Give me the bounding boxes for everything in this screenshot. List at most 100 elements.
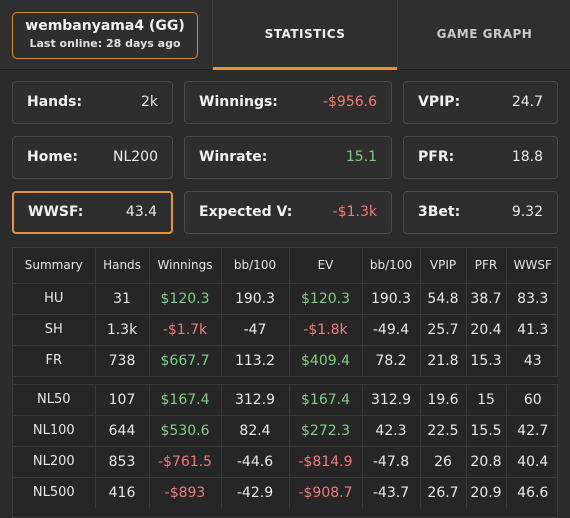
table-cell: 15.5 xyxy=(466,414,507,446)
table-cell: 738 xyxy=(95,344,150,376)
player-name: wembanyama4 (GG) xyxy=(25,18,185,34)
table-cell: -42.9 xyxy=(221,476,290,508)
column-header[interactable]: Summary xyxy=(13,248,96,283)
stat-winrate-value: 15.1 xyxy=(345,149,377,165)
table-cell: $120.3 xyxy=(289,282,363,314)
table-cell: 20.4 xyxy=(466,313,507,345)
row-label: NL200 xyxy=(13,445,96,477)
table-cell: 15.3 xyxy=(466,344,507,376)
table-cell: 190.3 xyxy=(362,282,421,314)
table-cell: -43.7 xyxy=(362,476,421,508)
stat-winrate: Winrate: 15.1 xyxy=(184,136,392,179)
table-cell: 113.2 xyxy=(221,344,290,376)
tab-statistics[interactable]: STATISTICS xyxy=(212,0,398,70)
table-cell: 42.7 xyxy=(506,414,559,446)
table-cell: $409.4 xyxy=(289,344,363,376)
column-header[interactable]: bb/100 xyxy=(362,248,421,283)
stat-pfr: PFR: 18.8 xyxy=(403,136,558,179)
stat-3bet-value: 9.32 xyxy=(511,204,543,220)
column-header[interactable]: Winnings xyxy=(149,248,222,283)
table-cell: 25.7 xyxy=(420,313,467,345)
table-cell: 42.3 xyxy=(362,414,421,446)
row-label: HU xyxy=(13,282,96,314)
stat-vpip-label: VPIP: xyxy=(418,94,461,110)
column-header[interactable]: VPIP xyxy=(420,248,467,283)
stat-expected-value-text: -$1.3k xyxy=(332,204,377,220)
row-label: FR xyxy=(13,344,96,376)
table-cell: 54.8 xyxy=(420,282,467,314)
table-body: HU 31 $120.3 190.3 $120.3 190.3 54.8 38.7 83.3 SH… xyxy=(13,282,559,508)
table-cell: 312.9 xyxy=(221,383,290,415)
table-cell: $530.6 xyxy=(149,414,222,446)
table-row: NL500 416 -$893 -42.9 -$908.7 -43.7 26.7 20.9 46… xyxy=(13,476,559,508)
player-card[interactable]: wembanyama4 (GG) Last online: 28 days ag… xyxy=(12,12,198,59)
table-cell: -$908.7 xyxy=(289,476,363,508)
stat-expected-value: Expected V: -$1.3k xyxy=(184,191,392,234)
table-cell: -47 xyxy=(221,313,290,345)
column-header[interactable]: bb/100 xyxy=(221,248,290,283)
table-cell: 26 xyxy=(420,445,467,477)
stat-winnings-label: Winnings: xyxy=(199,94,278,110)
table-cell: 41.3 xyxy=(506,313,559,345)
group-separator xyxy=(13,375,559,384)
table-cell: 40.4 xyxy=(506,445,559,477)
stat-expected-label: Expected V: xyxy=(199,204,293,220)
table-cell: -$1.8k xyxy=(289,313,363,345)
table-cell: $120.3 xyxy=(149,282,222,314)
table-cell: 31 xyxy=(95,282,150,314)
row-label: NL100 xyxy=(13,414,96,446)
table-cell: -44.6 xyxy=(221,445,290,477)
table-cell: 78.2 xyxy=(362,344,421,376)
stat-vpip: VPIP: 24.7 xyxy=(403,81,558,124)
column-header[interactable]: PFR xyxy=(466,248,507,283)
stat-winnings: Winnings: -$956.6 xyxy=(184,81,392,124)
stat-vpip-value: 24.7 xyxy=(511,94,543,110)
last-online: Last online: 28 days ago xyxy=(29,37,181,50)
column-header[interactable]: EV xyxy=(289,248,363,283)
table-cell: 21.8 xyxy=(420,344,467,376)
table-cell: 20.8 xyxy=(466,445,507,477)
stat-winrate-label: Winrate: xyxy=(199,149,268,165)
table-cell: 19.6 xyxy=(420,383,467,415)
table-cell: $167.4 xyxy=(149,383,222,415)
table-cell: 43 xyxy=(506,344,559,376)
table-cell: -$1.7k xyxy=(149,313,222,345)
table-row: NL200 853 -$761.5 -44.6 -$814.9 -47.8 26 20.8 40… xyxy=(13,445,559,477)
table-cell: 26.7 xyxy=(420,476,467,508)
table-cell: 82.4 xyxy=(221,414,290,446)
stat-wwsf[interactable]: WWSF: 43.4 xyxy=(12,191,173,234)
table-cell: 46.6 xyxy=(506,476,559,508)
table-cell: 60 xyxy=(506,383,559,415)
table-cell: 312.9 xyxy=(362,383,421,415)
table-cell: 107 xyxy=(95,383,150,415)
stat-pfr-label: PFR: xyxy=(418,149,455,165)
table-cell: 83.3 xyxy=(506,282,559,314)
tab-game-graph[interactable]: GAME GRAPH xyxy=(436,27,533,41)
table-cell: 15 xyxy=(466,383,507,415)
row-label: NL500 xyxy=(13,476,96,508)
row-label: SH xyxy=(13,313,96,345)
table-cell: -$893 xyxy=(149,476,222,508)
stat-home-value: NL200 xyxy=(113,149,158,165)
stat-hands-label: Hands: xyxy=(27,94,83,110)
stat-hands: Hands: 2k xyxy=(12,81,173,124)
summary-table: Summary Hands Winnings bb/100 EV bb/100 VPIP PF… xyxy=(12,247,559,518)
table-row: HU 31 $120.3 190.3 $120.3 190.3 54.8 38.7 83.3 xyxy=(13,282,559,314)
table-cell: 190.3 xyxy=(221,282,290,314)
table-header-row: Summary Hands Winnings bb/100 EV bb/100 VPIP PF… xyxy=(13,248,559,283)
table-cell: -47.8 xyxy=(362,445,421,477)
table-cell: -$761.5 xyxy=(149,445,222,477)
column-header[interactable]: Hands xyxy=(95,248,150,283)
stat-winnings-value: -$956.6 xyxy=(322,94,377,110)
table-row: NL100 644 $530.6 82.4 $272.3 42.3 22.5 15.5 42.7 xyxy=(13,414,559,446)
stat-wwsf-label: WWSF: xyxy=(28,204,84,220)
table-cell: 22.5 xyxy=(420,414,467,446)
column-header[interactable]: WWSF xyxy=(513,258,552,273)
table-row: NL50 107 $167.4 312.9 $167.4 312.9 19.6 15 60 xyxy=(13,383,559,415)
row-label: NL50 xyxy=(13,383,96,415)
table-cell: 1.3k xyxy=(95,313,150,345)
stat-home-label: Home: xyxy=(27,149,79,165)
stat-3bet-label: 3Bet: xyxy=(418,204,461,220)
header: wembanyama4 (GG) Last online: 28 days ag… xyxy=(0,0,570,70)
table-cell: -$814.9 xyxy=(289,445,363,477)
